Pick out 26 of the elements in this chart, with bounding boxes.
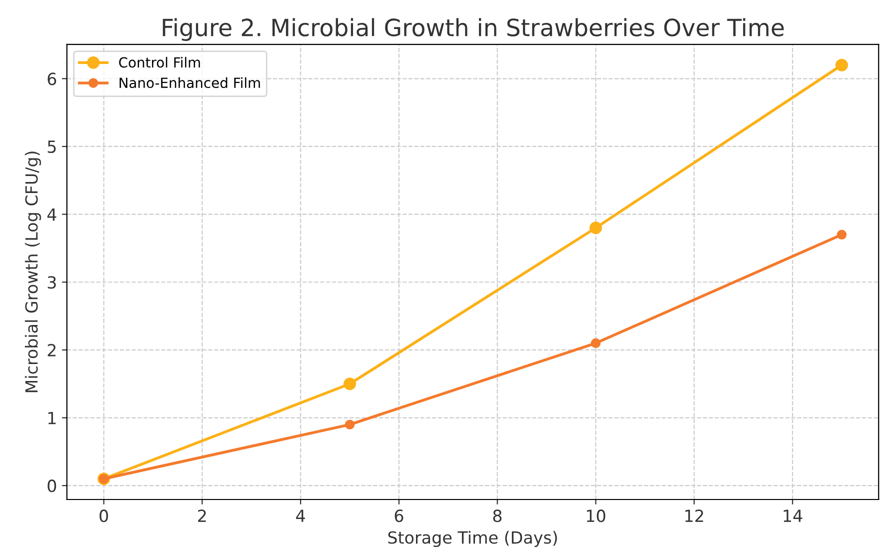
y-tick-label: 0 [48,480,56,492]
y-tick-label: 5 [48,140,56,154]
x-tick-label: 14 [784,510,802,522]
y-tick-label: 1 [48,412,56,424]
chart-title: Figure 2. Microbial Growth in Strawberries Over Time [162,18,784,41]
y-tick-label: 6 [48,72,56,86]
point [836,230,847,240]
x-tick-label: 4 [296,510,305,522]
legend-label: Nano-Enhanced Film [120,77,260,88]
point [835,58,848,72]
x-tick-label: 2 [198,510,206,522]
y-tick-label: 4 [47,208,56,221]
y-axis-title: Microbial Growth (Log CFU/g) [24,152,42,392]
x-tick-label: 6 [394,510,404,522]
y-tick-label: 3 [48,276,56,289]
point [590,338,601,348]
x-tick-label: 10 [586,510,606,522]
point [344,378,356,390]
x-tick-label: 8 [493,510,502,522]
legend-label: Control Film [119,56,200,68]
x-axis-title: Storage Time (Days) [388,530,557,548]
point [344,420,355,430]
x-tick-label: 12 [685,510,704,522]
x-tick-label: 0 [100,510,108,522]
point [589,222,602,234]
y-tick-label: 2 [48,344,56,356]
